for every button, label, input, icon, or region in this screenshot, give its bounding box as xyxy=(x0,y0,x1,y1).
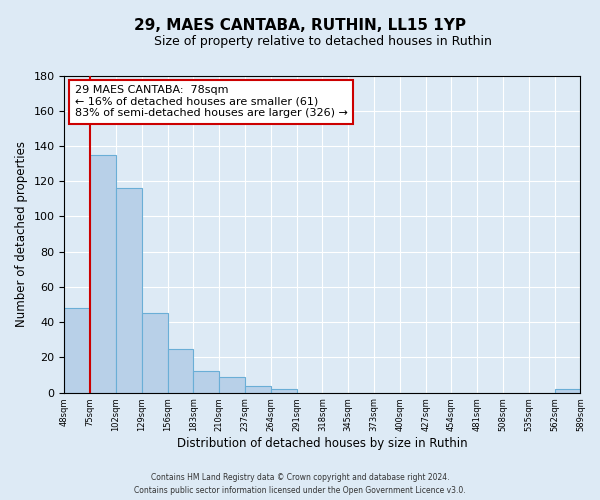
X-axis label: Distribution of detached houses by size in Ruthin: Distribution of detached houses by size … xyxy=(177,437,468,450)
Bar xyxy=(116,188,142,392)
Bar xyxy=(245,386,271,392)
Bar xyxy=(142,314,167,392)
Bar xyxy=(219,376,245,392)
Text: 29, MAES CANTABA, RUTHIN, LL15 1YP: 29, MAES CANTABA, RUTHIN, LL15 1YP xyxy=(134,18,466,32)
Bar xyxy=(167,348,193,393)
Y-axis label: Number of detached properties: Number of detached properties xyxy=(15,141,28,327)
Title: Size of property relative to detached houses in Ruthin: Size of property relative to detached ho… xyxy=(154,35,491,48)
Text: Contains HM Land Registry data © Crown copyright and database right 2024.
Contai: Contains HM Land Registry data © Crown c… xyxy=(134,473,466,495)
Bar xyxy=(193,372,219,392)
Text: 29 MAES CANTABA:  78sqm
← 16% of detached houses are smaller (61)
83% of semi-de: 29 MAES CANTABA: 78sqm ← 16% of detached… xyxy=(75,85,347,118)
Bar xyxy=(64,308,90,392)
Bar xyxy=(90,155,116,392)
Bar xyxy=(271,389,296,392)
Bar xyxy=(554,389,580,392)
